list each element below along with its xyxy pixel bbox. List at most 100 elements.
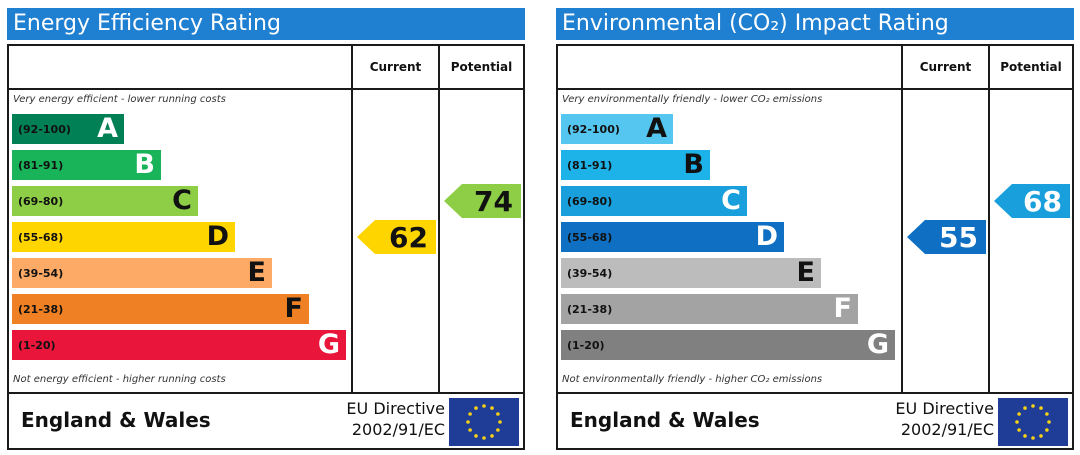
directive-line2: 2002/91/EC bbox=[351, 420, 445, 439]
potential-rating-arrow: 68 bbox=[994, 184, 1070, 218]
band-letter: F bbox=[284, 293, 303, 324]
eu-star-icon bbox=[1023, 406, 1027, 410]
rating-band-d: (55-68) D bbox=[561, 222, 784, 252]
eu-star-icon bbox=[1017, 428, 1021, 432]
band-letter: C bbox=[172, 185, 192, 216]
rating-band-f: (21-38) F bbox=[561, 294, 858, 324]
eu-directive-label: EU Directive 2002/91/EC bbox=[346, 398, 445, 440]
band-letter: B bbox=[683, 149, 704, 180]
eu-star-icon bbox=[482, 404, 486, 408]
potential-rating-value: 68 bbox=[1023, 184, 1062, 218]
rating-band-d: (55-68) D bbox=[12, 222, 235, 252]
band-range-label: (39-54) bbox=[567, 266, 613, 280]
band-letter: A bbox=[97, 113, 118, 144]
eu-star-icon bbox=[1017, 412, 1021, 416]
band-letter: D bbox=[206, 221, 229, 252]
eu-star-icon bbox=[496, 412, 500, 416]
eu-star-icon bbox=[1045, 412, 1049, 416]
divider-current bbox=[901, 46, 903, 394]
potential-rating-value: 74 bbox=[474, 184, 513, 218]
divider-potential bbox=[438, 46, 440, 394]
rating-band-e: (39-54) E bbox=[12, 258, 272, 288]
header-rule bbox=[9, 88, 523, 90]
environmental-impact-panel: Environmental (CO₂) Impact Rating Curren… bbox=[556, 8, 1074, 450]
eu-star-icon bbox=[1039, 434, 1043, 438]
eu-star-icon bbox=[498, 420, 502, 424]
directive-line1: EU Directive bbox=[346, 399, 445, 418]
eu-star-icon bbox=[490, 434, 494, 438]
band-range-label: (81-91) bbox=[567, 158, 613, 172]
eu-star-icon bbox=[1045, 428, 1049, 432]
band-letter: C bbox=[721, 185, 741, 216]
chart-title: Energy Efficiency Rating bbox=[7, 8, 525, 40]
eu-star-icon bbox=[482, 436, 486, 440]
band-range-label: (81-91) bbox=[18, 158, 64, 172]
band-range-label: (21-38) bbox=[18, 302, 64, 316]
divider-current bbox=[351, 46, 353, 394]
eu-star-icon bbox=[1015, 420, 1019, 424]
rating-band-c: (69-80) C bbox=[12, 186, 198, 216]
rating-band-g: (1-20) G bbox=[12, 330, 346, 360]
rating-band-b: (81-91) B bbox=[12, 150, 161, 180]
eu-flag-icon bbox=[449, 398, 519, 446]
eu-star-icon bbox=[496, 428, 500, 432]
rating-band-a: (92-100) A bbox=[561, 114, 673, 144]
band-letter: F bbox=[833, 293, 852, 324]
top-caption: Very energy efficient - lower running co… bbox=[13, 94, 226, 105]
band-letter: G bbox=[317, 329, 340, 360]
band-letter: B bbox=[134, 149, 155, 180]
current-column-header: Current bbox=[369, 60, 422, 74]
potential-column-header: Potential bbox=[1000, 60, 1062, 74]
potential-column-header: Potential bbox=[450, 60, 513, 74]
band-range-label: (1-20) bbox=[18, 338, 56, 352]
region-label: England & Wales bbox=[21, 408, 211, 432]
band-range-label: (92-100) bbox=[567, 122, 620, 136]
band-range-label: (92-100) bbox=[18, 122, 71, 136]
eu-star-icon bbox=[1031, 404, 1035, 408]
current-rating-value: 62 bbox=[389, 220, 428, 254]
band-letter: E bbox=[247, 257, 266, 288]
rating-band-b: (81-91) B bbox=[561, 150, 710, 180]
rating-band-f: (21-38) F bbox=[12, 294, 309, 324]
potential-rating-arrow: 74 bbox=[444, 184, 521, 218]
eu-star-icon bbox=[1039, 406, 1043, 410]
current-column-header: Current bbox=[919, 60, 972, 74]
band-range-label: (55-68) bbox=[567, 230, 613, 244]
footer-rule bbox=[558, 392, 1072, 394]
band-range-label: (55-68) bbox=[18, 230, 64, 244]
rating-band-g: (1-20) G bbox=[561, 330, 895, 360]
bottom-caption: Not environmentally friendly - higher CO… bbox=[562, 374, 823, 385]
divider-potential bbox=[988, 46, 990, 394]
band-range-label: (69-80) bbox=[18, 194, 64, 208]
footer-rule bbox=[9, 392, 523, 394]
eu-star-icon bbox=[1031, 436, 1035, 440]
bottom-caption: Not energy efficient - higher running co… bbox=[13, 374, 226, 385]
band-range-label: (39-54) bbox=[18, 266, 64, 280]
eu-directive-label: EU Directive 2002/91/EC bbox=[895, 398, 994, 440]
band-range-label: (21-38) bbox=[567, 302, 613, 316]
band-letter: E bbox=[796, 257, 815, 288]
current-rating-arrow: 55 bbox=[907, 220, 986, 254]
band-range-label: (1-20) bbox=[567, 338, 605, 352]
band-letter: G bbox=[866, 329, 889, 360]
header-rule bbox=[558, 88, 1072, 90]
current-rating-value: 55 bbox=[939, 220, 978, 254]
eu-star-icon bbox=[474, 406, 478, 410]
eu-star-icon bbox=[490, 406, 494, 410]
rating-band-c: (69-80) C bbox=[561, 186, 747, 216]
eu-star-icon bbox=[474, 434, 478, 438]
region-label: England & Wales bbox=[570, 408, 760, 432]
top-caption: Very environmentally friendly - lower CO… bbox=[562, 94, 823, 105]
eu-star-icon bbox=[468, 428, 472, 432]
band-letter: D bbox=[755, 221, 778, 252]
band-letter: A bbox=[646, 113, 667, 144]
current-rating-arrow: 62 bbox=[357, 220, 436, 254]
directive-line2: 2002/91/EC bbox=[900, 420, 994, 439]
chart-frame: Current Potential Very energy efficient … bbox=[7, 44, 525, 450]
band-range-label: (69-80) bbox=[567, 194, 613, 208]
rating-band-e: (39-54) E bbox=[561, 258, 821, 288]
rating-band-a: (92-100) A bbox=[12, 114, 124, 144]
eu-star-icon bbox=[466, 420, 470, 424]
eu-star-icon bbox=[1047, 420, 1051, 424]
directive-line1: EU Directive bbox=[895, 399, 994, 418]
